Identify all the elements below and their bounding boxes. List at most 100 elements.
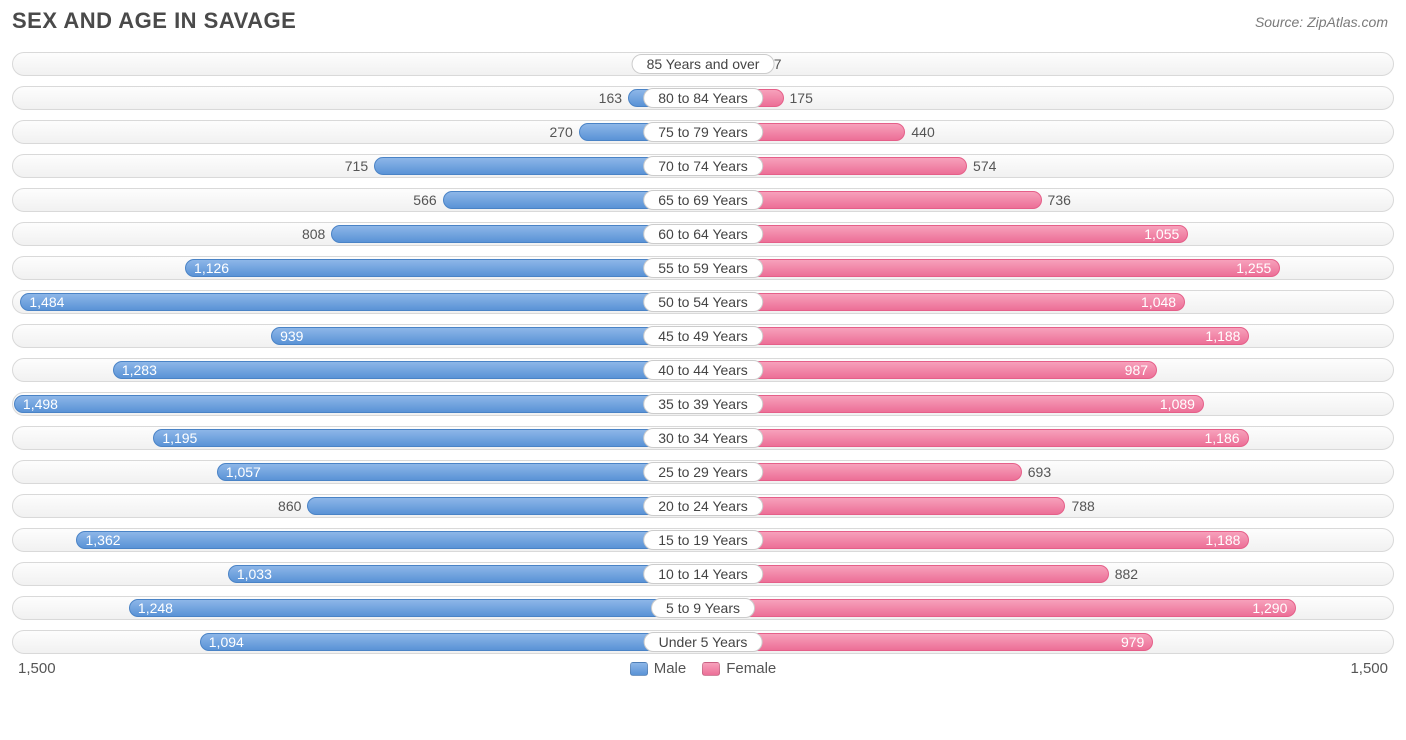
female-bar [703, 565, 1109, 583]
legend-item-female: Female [702, 660, 776, 677]
male-value-label: 715 [339, 158, 374, 174]
male-bar: 939 [271, 327, 703, 345]
male-value-label: 1,283 [114, 362, 165, 378]
chart-header: SEX AND AGE IN SAVAGE Source: ZipAtlas.c… [12, 8, 1394, 34]
female-bar: 1,048 [703, 293, 1185, 311]
female-value-label: 1,255 [1228, 260, 1279, 276]
chart-footer: 1,500 Male Female 1,500 [12, 660, 1394, 677]
age-category-label: 70 to 74 Years [643, 156, 763, 176]
age-category-label: 40 to 44 Years [643, 360, 763, 380]
pyramid-row: 8010785 Years and over [12, 52, 1394, 76]
female-bar: 1,188 [703, 531, 1249, 549]
female-value-label: 1,290 [1244, 600, 1295, 616]
male-value-label: 1,498 [15, 396, 66, 412]
female-value-label: 693 [1022, 464, 1057, 480]
age-category-label: 5 to 9 Years [651, 598, 755, 618]
male-swatch-icon [630, 662, 648, 676]
male-value-label: 860 [272, 498, 307, 514]
female-value-label: 440 [905, 124, 940, 140]
male-bar: 1,057 [217, 463, 703, 481]
male-bar: 1,248 [129, 599, 703, 617]
female-bar: 1,188 [703, 327, 1249, 345]
male-value-label: 1,033 [229, 566, 280, 582]
legend-female-label: Female [726, 660, 776, 677]
pyramid-row: 1,094 979 Under 5 Years [12, 630, 1394, 654]
male-bar: 1,094 [200, 633, 703, 651]
pyramid-row: 566 736 65 to 69 Years [12, 188, 1394, 212]
age-category-label: 55 to 59 Years [643, 258, 763, 278]
chart-source: Source: ZipAtlas.com [1255, 8, 1394, 30]
male-value-label: 1,362 [77, 532, 128, 548]
female-value-label: 1,186 [1197, 430, 1248, 446]
female-value-label: 574 [967, 158, 1002, 174]
female-bar: 979 [703, 633, 1153, 651]
female-value-label: 788 [1065, 498, 1100, 514]
female-value-label: 1,055 [1136, 226, 1187, 242]
legend-male-label: Male [654, 660, 687, 677]
pyramid-row: 808 1,055 60 to 64 Years [12, 222, 1394, 246]
male-bar: 1,033 [228, 565, 703, 583]
male-value-label: 1,195 [154, 430, 205, 446]
male-bar: 1,498 [14, 395, 703, 413]
male-value-label: 163 [593, 90, 628, 106]
male-bar: 1,126 [185, 259, 703, 277]
age-category-label: 15 to 19 Years [643, 530, 763, 550]
age-category-label: 20 to 24 Years [643, 496, 763, 516]
female-value-label: 1,188 [1197, 532, 1248, 548]
male-bar: 1,484 [20, 293, 703, 311]
pyramid-row: 1,484 1,048 50 to 54 Years [12, 290, 1394, 314]
female-value-label: 1,188 [1197, 328, 1248, 344]
male-value-label: 1,094 [201, 634, 252, 650]
age-category-label: 60 to 64 Years [643, 224, 763, 244]
pyramid-row: 1,057 693 25 to 29 Years [12, 460, 1394, 484]
pyramid-row: 1,498 1,089 35 to 39 Years [12, 392, 1394, 416]
female-swatch-icon [702, 662, 720, 676]
age-category-label: 10 to 14 Years [643, 564, 763, 584]
female-value-label: 1,089 [1152, 396, 1203, 412]
female-value-label: 979 [1113, 634, 1152, 650]
female-value-label: 882 [1109, 566, 1144, 582]
pyramid-row: 1,248 1,290 5 to 9 Years [12, 596, 1394, 620]
female-bar: 1,290 [703, 599, 1296, 617]
axis-max-right: 1,500 [1344, 660, 1394, 677]
male-bar: 1,283 [113, 361, 703, 379]
male-value-label: 1,248 [130, 600, 181, 616]
female-value-label: 1,048 [1133, 294, 1184, 310]
male-bar: 1,195 [153, 429, 703, 447]
pyramid-row: 1,033 882 10 to 14 Years [12, 562, 1394, 586]
population-pyramid-chart: 8010785 Years and over 163 175 80 to 84 Yea… [12, 52, 1394, 654]
legend-item-male: Male [630, 660, 687, 677]
female-value-label: 987 [1117, 362, 1156, 378]
female-value-label: 175 [784, 90, 819, 106]
age-category-label: 65 to 69 Years [643, 190, 763, 210]
pyramid-row: 1,362 1,188 15 to 19 Years [12, 528, 1394, 552]
axis-max-left: 1,500 [12, 660, 62, 677]
age-category-label: 50 to 54 Years [643, 292, 763, 312]
pyramid-row: 939 1,188 45 to 49 Years [12, 324, 1394, 348]
pyramid-row: 27044075 to 79 Years [12, 120, 1394, 144]
male-value-label: 1,484 [21, 294, 72, 310]
male-value-label: 566 [407, 192, 442, 208]
male-value-label: 270 [543, 124, 578, 140]
pyramid-row: 163 175 80 to 84 Years [12, 86, 1394, 110]
age-category-label: Under 5 Years [644, 632, 763, 652]
pyramid-row: 1,126 1,255 55 to 59 Years [12, 256, 1394, 280]
pyramid-row: 1,283 987 40 to 44 Years [12, 358, 1394, 382]
pyramid-row: 1,195 1,186 30 to 34 Years [12, 426, 1394, 450]
male-value-label: 939 [272, 328, 311, 344]
age-category-label: 25 to 29 Years [643, 462, 763, 482]
male-bar: 1,362 [76, 531, 703, 549]
female-bar: 1,186 [703, 429, 1249, 447]
age-category-label: 30 to 34 Years [643, 428, 763, 448]
age-category-label: 45 to 49 Years [643, 326, 763, 346]
age-category-label: 85 Years and over [632, 54, 775, 74]
age-category-label: 35 to 39 Years [643, 394, 763, 414]
pyramid-row: 860 788 20 to 24 Years [12, 494, 1394, 518]
pyramid-row: 715 574 70 to 74 Years [12, 154, 1394, 178]
age-category-label: 80 to 84 Years [643, 88, 763, 108]
female-value-label: 736 [1042, 192, 1077, 208]
female-bar: 1,089 [703, 395, 1204, 413]
male-value-label: 808 [296, 226, 331, 242]
chart-title: SEX AND AGE IN SAVAGE [12, 8, 296, 34]
male-value-label: 1,057 [218, 464, 269, 480]
